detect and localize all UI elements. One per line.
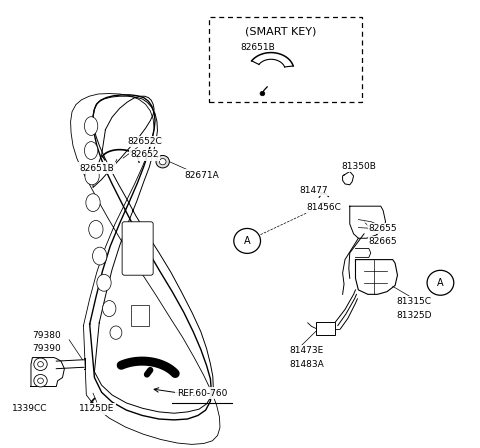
Text: 81477: 81477 [300, 186, 328, 195]
Text: 82651B: 82651B [240, 43, 275, 52]
Text: 82651B: 82651B [80, 164, 114, 173]
Circle shape [37, 362, 43, 367]
Ellipse shape [86, 194, 100, 211]
Circle shape [159, 159, 166, 165]
Text: 81483A: 81483A [289, 360, 324, 369]
Ellipse shape [97, 274, 111, 291]
Circle shape [34, 358, 47, 370]
Circle shape [156, 155, 169, 168]
Bar [209, 17, 362, 102]
Bar [316, 322, 336, 335]
Ellipse shape [103, 301, 116, 317]
Text: 82665: 82665 [369, 237, 397, 246]
Text: 81350B: 81350B [342, 162, 377, 171]
Ellipse shape [110, 326, 122, 339]
Text: A: A [244, 236, 251, 246]
Text: 81456C: 81456C [306, 202, 341, 211]
Text: (SMART KEY): (SMART KEY) [245, 27, 316, 37]
Circle shape [34, 375, 47, 387]
Text: 81315C: 81315C [396, 297, 432, 306]
Circle shape [260, 91, 265, 96]
Circle shape [234, 228, 261, 254]
Bar [131, 305, 149, 327]
Text: 81325D: 81325D [396, 311, 432, 320]
Text: 79380: 79380 [32, 331, 61, 340]
Ellipse shape [89, 220, 103, 238]
Text: REF.60-760: REF.60-760 [177, 389, 227, 398]
Ellipse shape [93, 247, 107, 265]
Circle shape [427, 270, 454, 295]
Text: 79390: 79390 [32, 344, 61, 353]
Text: A: A [437, 278, 444, 288]
Text: 82652: 82652 [130, 151, 159, 159]
Text: 1339CC: 1339CC [12, 404, 48, 413]
Text: 82671A: 82671A [184, 171, 219, 180]
Text: 82652C: 82652C [127, 137, 162, 146]
Ellipse shape [84, 116, 98, 135]
Text: 81473E: 81473E [290, 346, 324, 355]
FancyBboxPatch shape [122, 222, 153, 275]
Ellipse shape [84, 142, 98, 159]
Text: 82655: 82655 [369, 224, 397, 233]
Ellipse shape [85, 167, 99, 185]
Circle shape [37, 378, 43, 383]
Text: 1125DE: 1125DE [79, 404, 115, 413]
